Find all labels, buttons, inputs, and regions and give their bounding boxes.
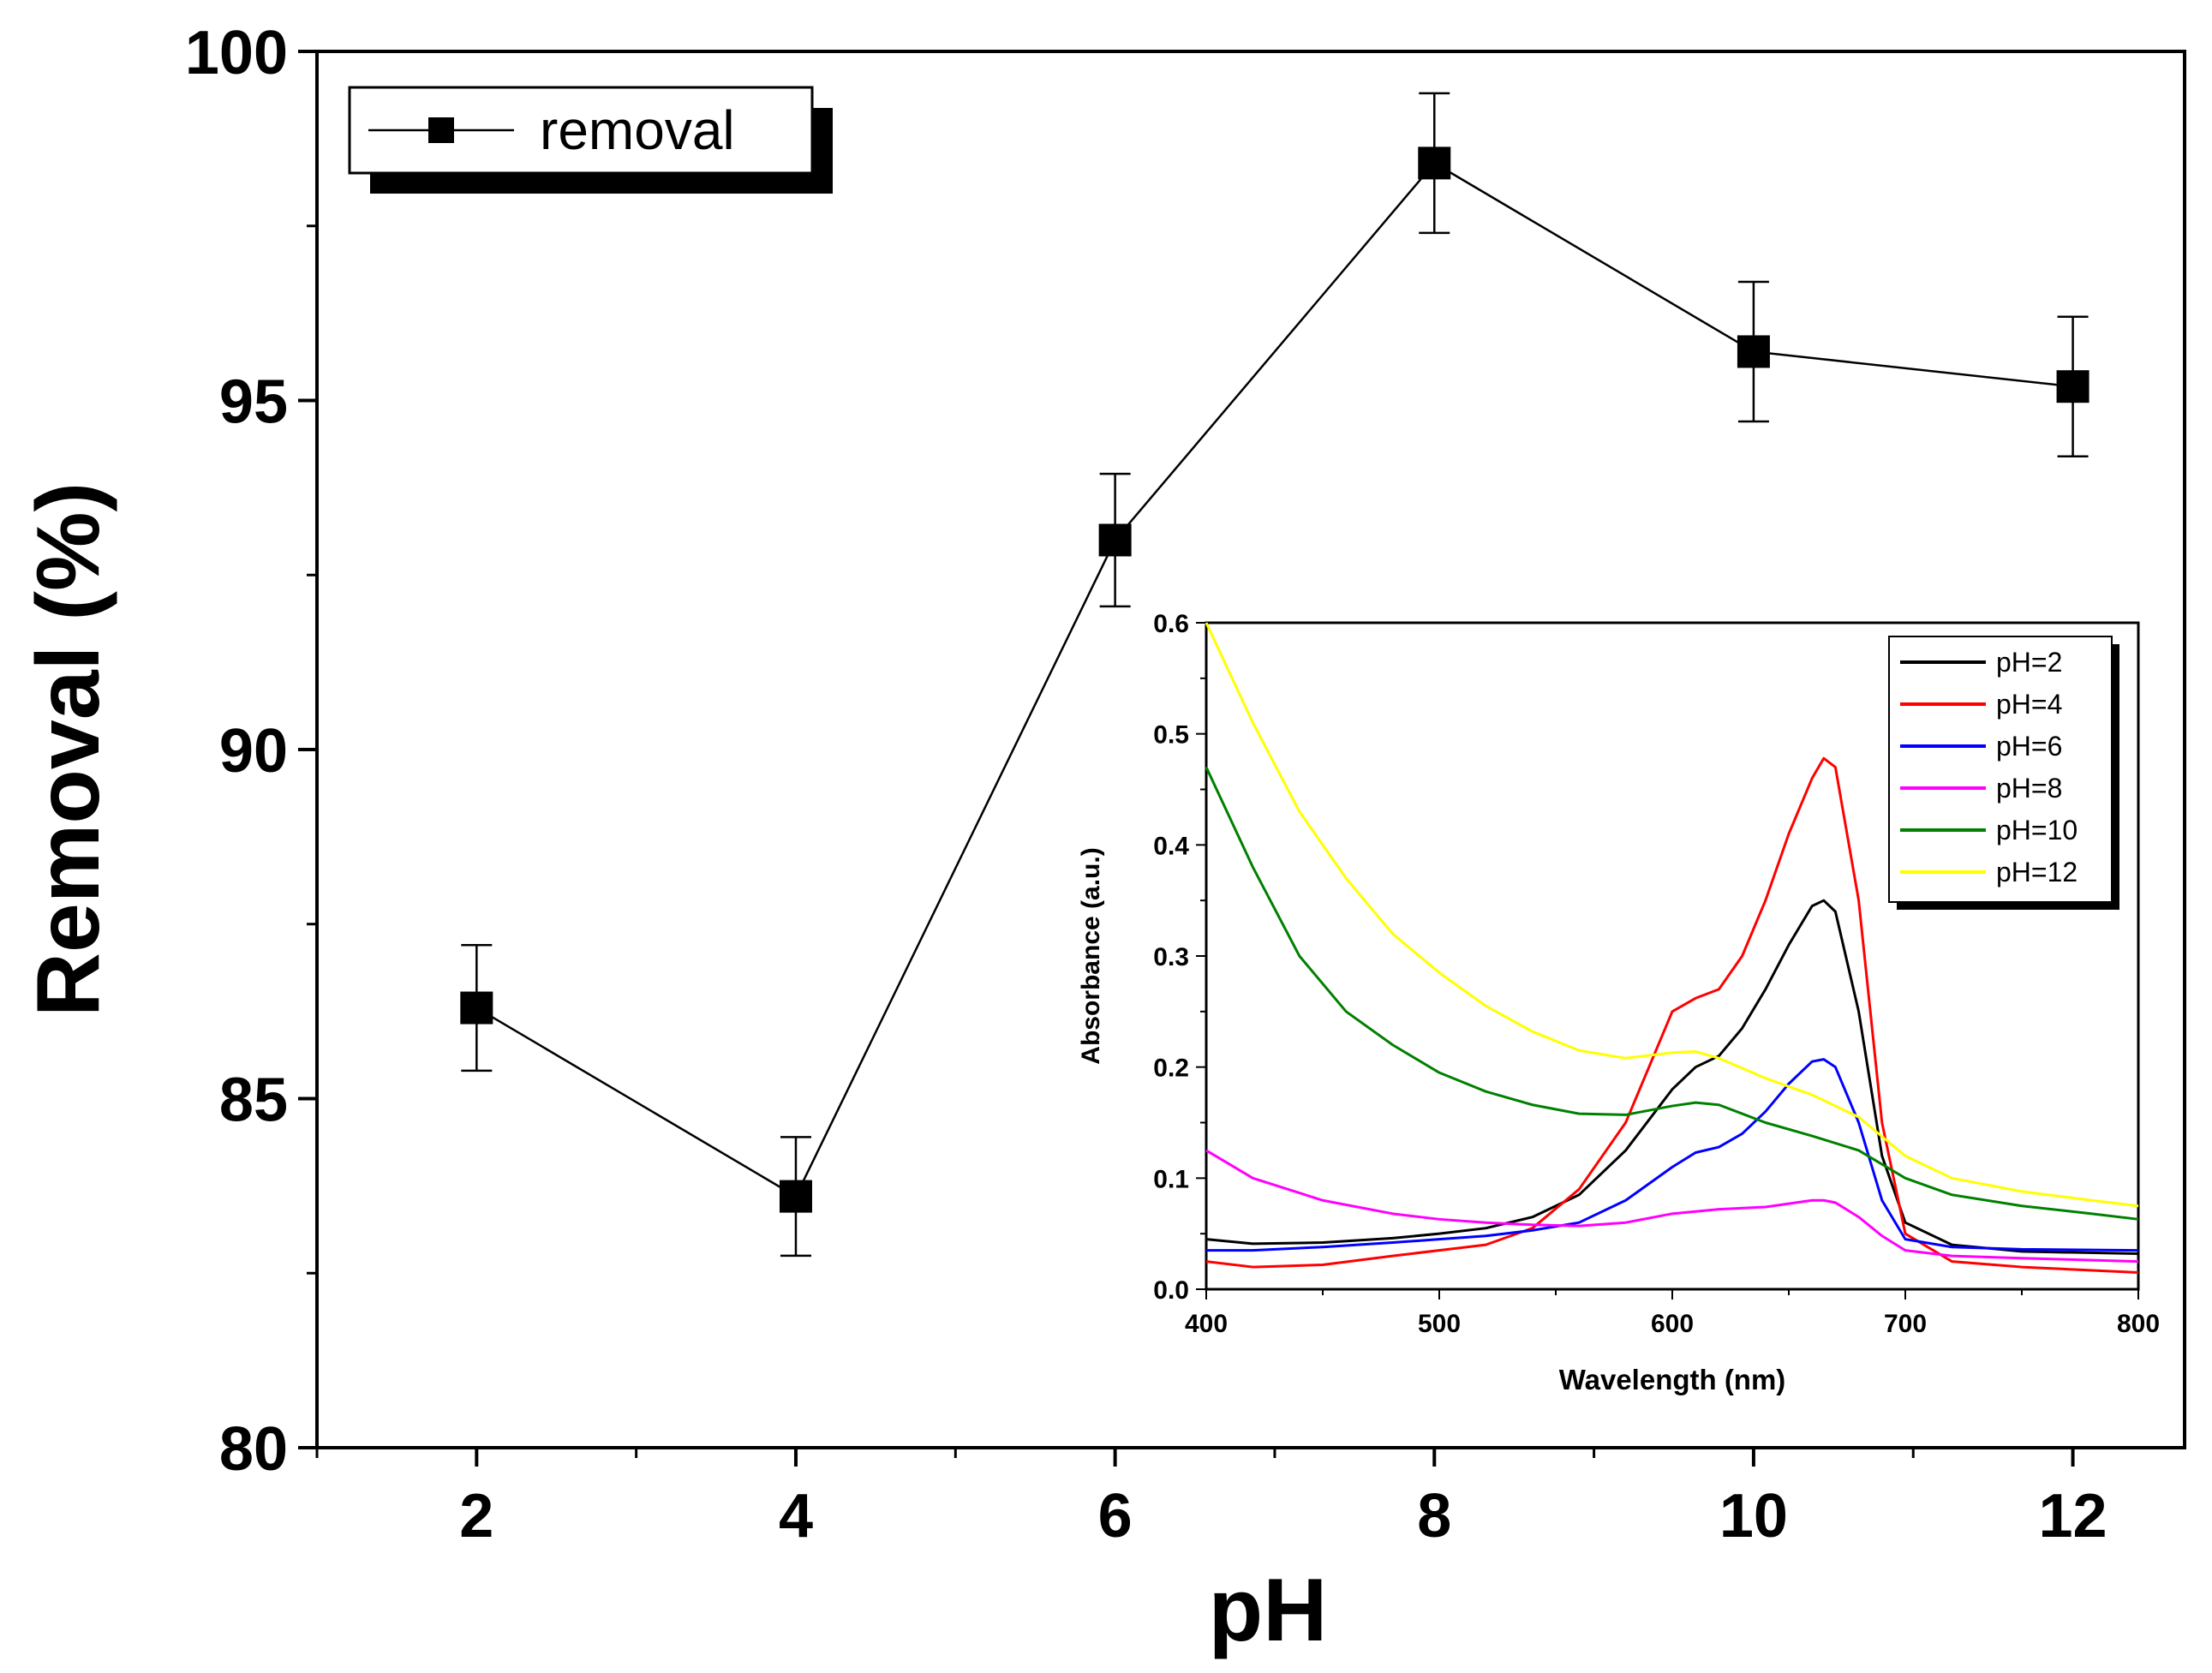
inset-series-line [1206, 1058, 2139, 1252]
main-x-tick-label: 8 [1417, 1482, 1451, 1551]
inset-y-tick-label: 0.1 [1153, 1165, 1189, 1193]
main-x-tick-label: 10 [1719, 1482, 1788, 1551]
inset-x-tick-label: 500 [1418, 1310, 1461, 1338]
inset-x-tick-label: 600 [1651, 1310, 1694, 1338]
inset-x-tick-label: 400 [1185, 1310, 1228, 1338]
inset-legend-label: pH=10 [1996, 815, 2077, 845]
main-y-tick-label: 85 [219, 1067, 288, 1135]
main-x-axis: 2 4 6 8 10 12 [315, 1448, 2107, 1551]
inset-y-tick-label: 0.5 [1153, 721, 1189, 750]
main-x-axis-label: pH [1209, 1561, 1328, 1660]
inset-x-axis: 400 500 600 700 800 [1185, 1289, 2160, 1338]
inset-y-axis-label: Absorbance (a.u.) [1077, 847, 1105, 1064]
main-x-tick-label: 2 [459, 1482, 493, 1551]
inset-y-tick-label: 0.0 [1153, 1276, 1189, 1305]
main-data-point [1418, 146, 1451, 180]
inset-legend-label: pH=6 [1996, 731, 2062, 762]
main-legend: removal [348, 86, 833, 194]
inset-series-line [1205, 766, 2139, 1221]
main-y-tick-label: 90 [219, 717, 288, 786]
inset-legend: pH=2 pH=4 pH=6 pH=8 pH=10 pH=12 [1888, 636, 2119, 910]
main-y-tick-label: 80 [219, 1415, 288, 1484]
inset-y-axis: 0.0 0.1 0.2 0.3 0.4 0.5 0.6 [1153, 610, 1206, 1305]
inset-legend-label: pH=2 [1996, 647, 2062, 678]
main-y-tick-label: 95 [219, 368, 288, 437]
main-data-point [2056, 370, 2089, 403]
inset-y-tick-label: 0.3 [1153, 943, 1189, 971]
main-y-axis: 80 85 90 95 100 [185, 19, 317, 1484]
inset-chart: 0.0 0.1 0.2 0.3 0.4 0.5 0.6 400 500 600 700 800 Ab… [1077, 610, 2160, 1395]
inset-x-axis-label: Wavelength (nm) [1559, 1364, 1786, 1395]
inset-y-tick-label: 0.4 [1153, 832, 1189, 860]
main-x-tick-label: 12 [2039, 1482, 2107, 1551]
main-series-removal [460, 92, 2089, 1258]
inset-y-tick-label: 0.6 [1153, 610, 1189, 638]
main-data-point [460, 991, 493, 1025]
inset-y-tick-label: 0.2 [1153, 1055, 1189, 1083]
main-data-point [1737, 335, 1770, 368]
inset-x-tick-label: 800 [2117, 1310, 2160, 1338]
main-legend-marker [428, 117, 454, 143]
main-x-tick-label: 6 [1098, 1482, 1133, 1551]
main-series-line [475, 161, 2073, 1198]
inset-series-line [1205, 622, 2139, 1208]
main-data-point [779, 1180, 812, 1213]
main-y-tick-label: 100 [185, 19, 288, 87]
inset-series-line [1205, 756, 2139, 1275]
main-y-axis-label: Removal (%) [19, 482, 118, 1017]
inset-legend-box [1888, 636, 2113, 903]
main-legend-box [348, 86, 814, 175]
main-data-point [1098, 523, 1132, 557]
inset-legend-label: pH=12 [1996, 857, 2077, 887]
main-chart: 80 85 90 95 100 2 4 6 8 10 12 Removal (%) pH remo… [19, 19, 2186, 1660]
inset-legend-label: pH=4 [1996, 689, 2062, 720]
main-legend-label: removal [540, 99, 735, 161]
main-x-tick-label: 4 [779, 1482, 813, 1551]
inset-legend-label: pH=8 [1996, 773, 2062, 804]
inset-x-tick-label: 700 [1884, 1310, 1927, 1338]
inset-series-line [1205, 1149, 2139, 1264]
inset-series-group [1205, 622, 2139, 1275]
